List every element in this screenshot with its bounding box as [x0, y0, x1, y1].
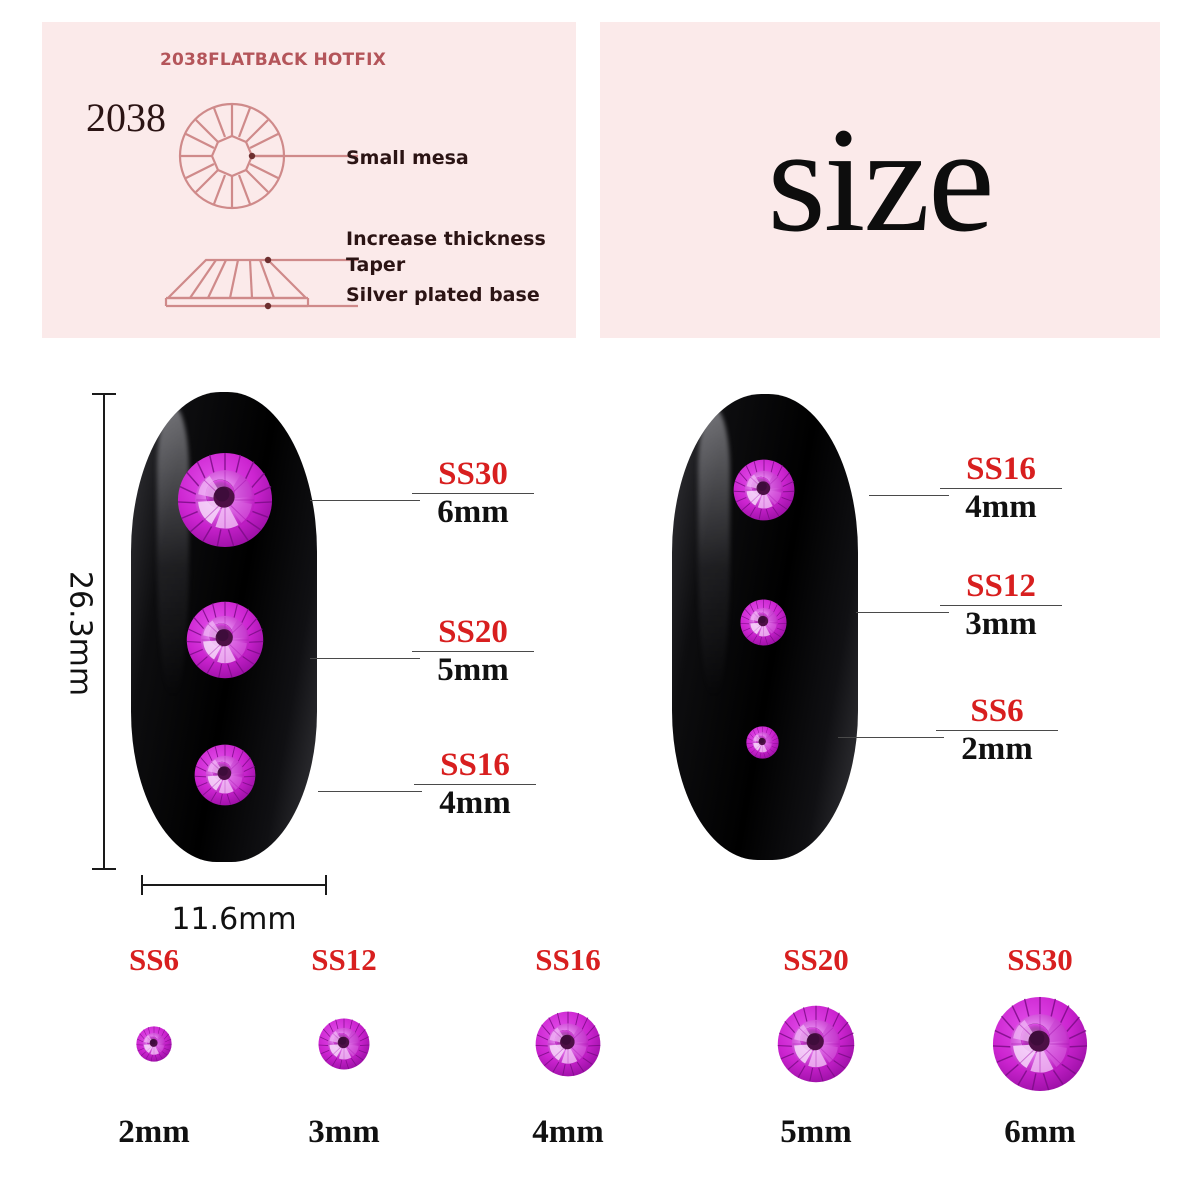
dimension-cap-bottom: [92, 868, 116, 870]
flatback-top-view-icon: [178, 102, 358, 210]
callout-silver-plated-base: Silver plated base: [346, 284, 540, 306]
measure-ss6-code: SS6: [970, 693, 1024, 729]
callout-taper: Taper: [346, 254, 406, 276]
callout-small-mesa: Small mesa: [346, 147, 469, 169]
panel-heading: 2038FLATBACK HOTFIX: [160, 50, 386, 70]
swatch-ss12: SS12 3mm: [272, 942, 416, 1151]
dimension-width-label: 11.6mm: [171, 902, 297, 937]
measure-ss16-left-mm: 4mm: [439, 785, 511, 822]
leader-line-ss6: [838, 737, 944, 738]
swatch-ss20-mm: 5mm: [780, 1114, 852, 1150]
measure-rule: [412, 492, 534, 495]
gem-ss12: [740, 599, 787, 646]
swatch-ss20-gem: [777, 1005, 855, 1083]
gem-ss20: [186, 601, 264, 679]
measure-ss20-mm: 5mm: [437, 652, 509, 689]
swatch-ss20-code: SS20: [783, 942, 849, 977]
measure-rule: [940, 487, 1062, 490]
swatch-ss12-code: SS12: [311, 942, 377, 977]
product-code-label: 2038: [86, 95, 166, 140]
measure-ss6: SS6 2mm: [936, 693, 1058, 768]
flatback-side-view-icon: [164, 256, 358, 310]
swatch-ss20: SS20 5mm: [744, 942, 888, 1151]
measure-ss30-mm: 6mm: [437, 494, 509, 531]
leader-line-ss20: [310, 658, 420, 659]
swatch-ss6-gem: [136, 1026, 172, 1062]
size-title: size: [767, 96, 994, 263]
dimension-cap-left: [141, 875, 143, 895]
swatch-ss6-mm: 2mm: [118, 1114, 190, 1150]
callout-increase-thickness: Increase thickness: [346, 228, 546, 250]
measure-ss16-right: SS16 4mm: [940, 451, 1062, 526]
gem-ss16: [194, 744, 256, 806]
measure-ss30-code: SS30: [438, 456, 508, 492]
gem-ss30: [177, 452, 273, 548]
measure-ss20: SS20 5mm: [412, 614, 534, 689]
measure-ss16-right-code: SS16: [966, 451, 1036, 487]
measure-ss16-right-mm: 4mm: [965, 489, 1037, 526]
measure-ss12-mm: 3mm: [965, 606, 1037, 643]
measure-ss16-left-code: SS16: [440, 747, 510, 783]
dimension-height-label: 26.3mm: [62, 570, 98, 697]
measure-rule: [414, 783, 536, 786]
swatch-ss30-mm: 6mm: [1004, 1114, 1076, 1150]
product-diagram-panel: 2038FLATBACK HOTFIX 2038: [42, 22, 576, 338]
swatch-ss6: SS6 2mm: [82, 942, 226, 1151]
measure-rule: [936, 729, 1058, 732]
gem-ss16-right: [733, 459, 795, 521]
swatch-ss16-code: SS16: [535, 942, 601, 977]
leader-line-ss16-right: [869, 495, 949, 496]
swatch-ss16-mm: 4mm: [532, 1114, 604, 1150]
measure-ss6-mm: 2mm: [961, 731, 1033, 768]
dimension-cap-top: [92, 393, 116, 395]
gem-ss6: [746, 726, 779, 759]
measure-ss16-left: SS16 4mm: [414, 747, 536, 822]
dimension-cap-right: [325, 875, 327, 895]
swatch-ss30-gem: [992, 996, 1088, 1092]
measure-rule: [412, 650, 534, 653]
swatch-ss12-mm: 3mm: [308, 1114, 380, 1150]
leader-line-ss12: [856, 612, 949, 613]
swatch-ss30-code: SS30: [1007, 942, 1073, 977]
measure-ss12: SS12 3mm: [940, 568, 1062, 643]
swatch-ss12-gem: [318, 1018, 370, 1070]
swatch-ss16-gem: [535, 1011, 601, 1077]
swatch-ss6-code: SS6: [129, 942, 179, 977]
dimension-line-height: [92, 393, 116, 870]
size-title-panel: size: [600, 22, 1160, 338]
swatch-ss16: SS16 4mm: [496, 942, 640, 1151]
measure-rule: [940, 604, 1062, 607]
measure-ss20-code: SS20: [438, 614, 508, 650]
measure-ss30: SS30 6mm: [412, 456, 534, 531]
swatch-ss30: SS30 6mm: [968, 942, 1112, 1151]
leader-line-ss16: [318, 791, 422, 792]
measure-ss12-code: SS12: [966, 568, 1036, 604]
dimension-line-width: [141, 875, 327, 895]
leader-line-ss30: [310, 500, 420, 501]
